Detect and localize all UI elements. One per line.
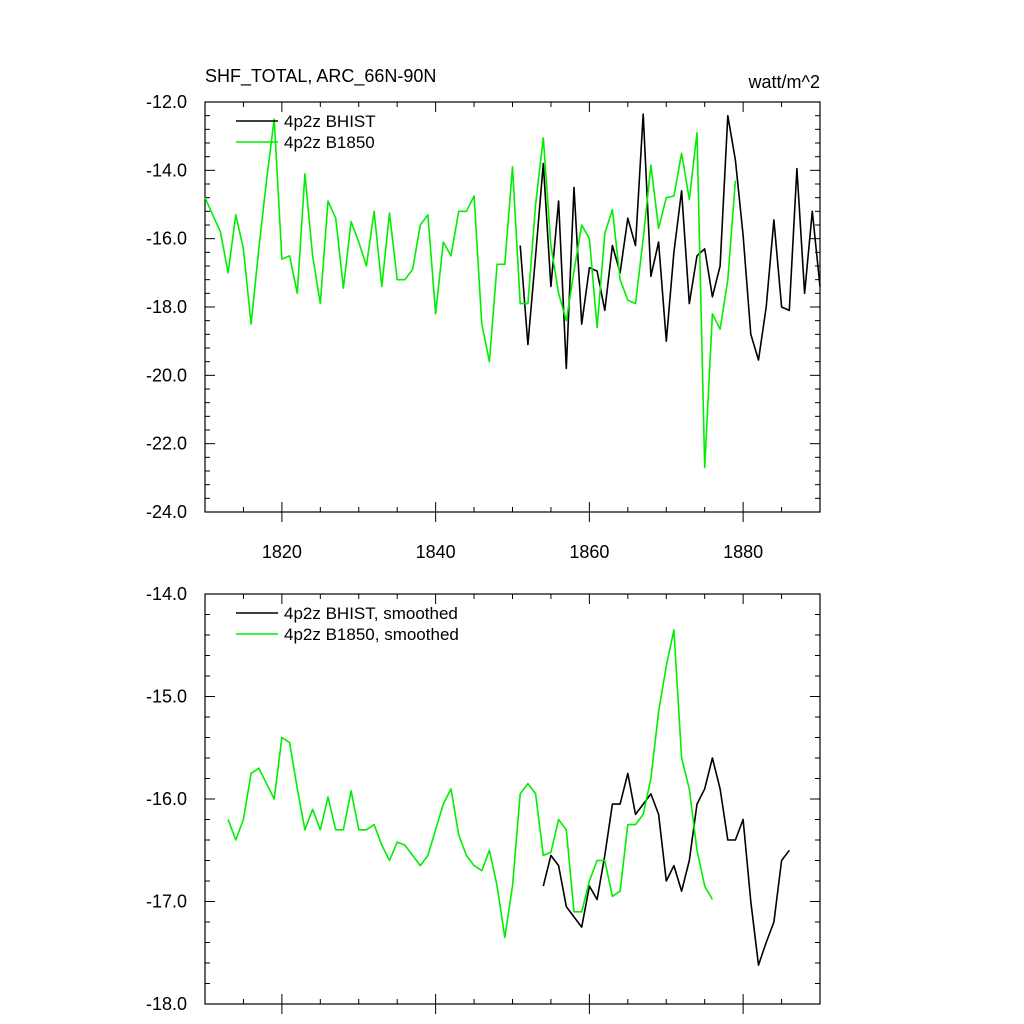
- plot-frame: [204, 101, 821, 513]
- y-tick-label: -20.0: [146, 365, 187, 385]
- top-panel: -24.0 -22.0 -20.0 -18.0 -16.0 -14.0 -12.0 1820 1…: [146, 66, 821, 562]
- legend-label: 4p2z BHIST, smoothed: [284, 604, 458, 623]
- units-label: watt/m^2: [748, 72, 820, 92]
- legend-label: 4p2z BHIST: [284, 112, 376, 131]
- series-line-bhist: [519, 113, 821, 370]
- y-tick-label: -18.0: [146, 297, 187, 317]
- y-tick-label: -15.0: [146, 687, 187, 707]
- chart-title: SHF_TOTAL, ARC_66N-90N: [205, 66, 436, 87]
- x-tick-label: 1880: [723, 542, 763, 562]
- y-tick-label: -17.0: [146, 892, 187, 912]
- y-tick-label: -14.0: [146, 160, 187, 180]
- series-line-bhist: [542, 757, 790, 966]
- plot-frame: [204, 593, 821, 1005]
- series-line-b1850: [227, 629, 714, 939]
- y-tick-label: -18.0: [146, 994, 187, 1014]
- y-tick-label: -24.0: [146, 502, 187, 522]
- y-tick-label: -16.0: [146, 789, 187, 809]
- y-tick-label: -16.0: [146, 229, 187, 249]
- legend-label: 4p2z B1850, smoothed: [284, 625, 459, 644]
- series-line-b1850: [204, 118, 737, 469]
- y-tick-label: -12.0: [146, 92, 187, 112]
- legend-label: 4p2z B1850: [284, 133, 375, 152]
- x-tick-label: 1820: [262, 542, 302, 562]
- y-tick-label: -22.0: [146, 434, 187, 454]
- y-tick-label: -14.0: [146, 584, 187, 604]
- bottom-panel: -18.0 -17.0 -16.0 -15.0 -14.0 4p2z BHIST, smo…: [146, 584, 821, 1014]
- x-tick-label: 1860: [569, 542, 609, 562]
- x-tick-label: 1840: [416, 542, 456, 562]
